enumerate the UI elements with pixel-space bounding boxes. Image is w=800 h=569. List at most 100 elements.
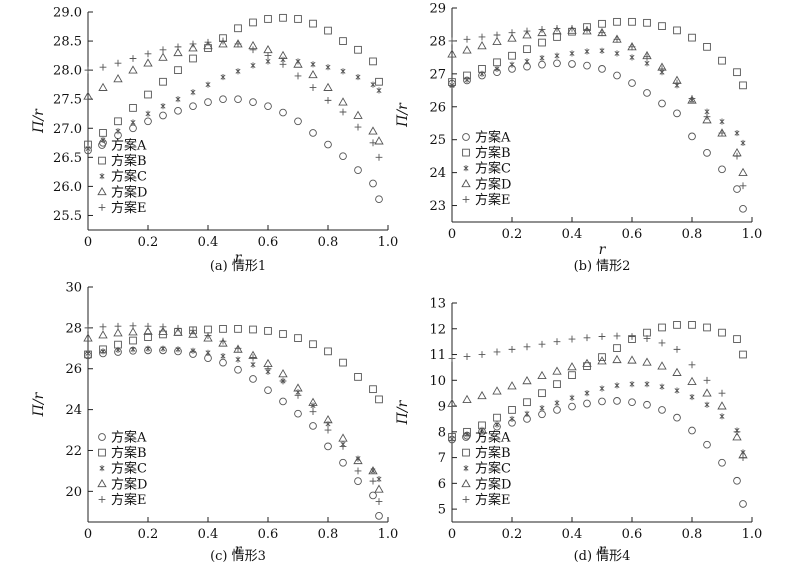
- data-point: [688, 361, 696, 369]
- data-point: [554, 52, 560, 59]
- y-tick-label: 23: [429, 199, 446, 214]
- data-point: [220, 74, 226, 81]
- data-point: [613, 17, 621, 26]
- data-point: [174, 324, 182, 332]
- data-point: [524, 58, 530, 65]
- data-point: [643, 53, 651, 61]
- data-point: [553, 380, 561, 389]
- data-point: [158, 326, 168, 335]
- x-tick-label: 1.0: [378, 527, 399, 542]
- x-tick-label: 0.8: [318, 527, 339, 542]
- data-point: [173, 47, 183, 57]
- data-point: [642, 357, 652, 366]
- data-point: [99, 63, 107, 71]
- data-point: [354, 373, 362, 381]
- data-point: [628, 43, 636, 51]
- data-point: [129, 124, 137, 133]
- y-tick-label: 28.5: [53, 35, 82, 50]
- data-point: [324, 140, 332, 149]
- data-point: [739, 182, 747, 190]
- data-point: [309, 422, 317, 430]
- data-point: [250, 62, 256, 69]
- data-point: [99, 323, 107, 331]
- data-point: [278, 369, 288, 378]
- data-point: [673, 26, 681, 35]
- data-point: [190, 89, 196, 96]
- data-point: [219, 358, 227, 367]
- data-point: [309, 84, 317, 91]
- data-point: [598, 397, 606, 406]
- data-point: [739, 454, 747, 461]
- data-point: [552, 366, 562, 375]
- y-tick-label: 11: [429, 348, 446, 363]
- data-point: [130, 119, 136, 126]
- data-point: [522, 375, 532, 385]
- legend-label: 方案E: [475, 192, 511, 208]
- data-point: [114, 117, 122, 126]
- data-point: [703, 42, 711, 51]
- data-point: [688, 95, 696, 102]
- data-point: [219, 337, 227, 345]
- data-point: [279, 60, 287, 68]
- data-point: [205, 81, 211, 88]
- data-point: [598, 353, 606, 361]
- data-point: [234, 365, 242, 374]
- data-point: [369, 57, 377, 66]
- data-point: [538, 389, 546, 398]
- data-point: [309, 129, 317, 137]
- data-point: [568, 371, 576, 379]
- data-point: [83, 333, 93, 342]
- data-point: [375, 512, 383, 520]
- x-tick-label: 1.0: [742, 527, 763, 542]
- legend-label: 方案A: [475, 130, 511, 146]
- data-point: [643, 89, 651, 97]
- y-tick-label: 9: [438, 400, 446, 415]
- data-point: [323, 82, 333, 91]
- data-point: [523, 27, 531, 35]
- data-point: [203, 40, 213, 50]
- data-point: [477, 390, 487, 400]
- data-point: [249, 375, 257, 383]
- data-point: [598, 29, 606, 37]
- legend-label: 方案A: [111, 138, 147, 154]
- data-point: [174, 66, 182, 74]
- data-point: [704, 401, 710, 408]
- legend-marker: [98, 496, 106, 503]
- y-tick-label: 29: [429, 2, 446, 17]
- data-point: [718, 129, 726, 137]
- series-4: [83, 39, 384, 145]
- data-point: [628, 398, 636, 407]
- x-tick-label: 0: [84, 235, 92, 250]
- data-point: [553, 59, 561, 68]
- data-point: [114, 322, 122, 330]
- x-tick-label: 0.2: [138, 527, 159, 542]
- data-point: [188, 329, 198, 338]
- data-point: [568, 402, 576, 411]
- legend-marker: [99, 465, 105, 472]
- data-point: [144, 50, 152, 58]
- data-point: [614, 382, 620, 389]
- legend-marker: [462, 433, 470, 441]
- data-point: [523, 343, 531, 351]
- data-point: [718, 328, 726, 337]
- data-point: [507, 381, 517, 390]
- data-point: [204, 98, 212, 106]
- data-point: [673, 413, 681, 422]
- data-point: [159, 111, 167, 120]
- data-point: [477, 41, 487, 50]
- x-axis-label: r: [235, 542, 243, 558]
- data-point: [375, 498, 383, 505]
- legend-label: 方案E: [111, 200, 147, 216]
- data-point: [673, 345, 681, 353]
- data-point: [294, 334, 302, 342]
- data-point: [448, 37, 456, 45]
- legend-label: 方案B: [475, 145, 511, 161]
- data-point: [688, 321, 696, 329]
- x-tick-label: 0.2: [502, 527, 523, 542]
- data-point: [643, 328, 651, 337]
- data-point: [552, 26, 562, 35]
- data-point: [644, 381, 650, 388]
- data-point: [538, 60, 546, 69]
